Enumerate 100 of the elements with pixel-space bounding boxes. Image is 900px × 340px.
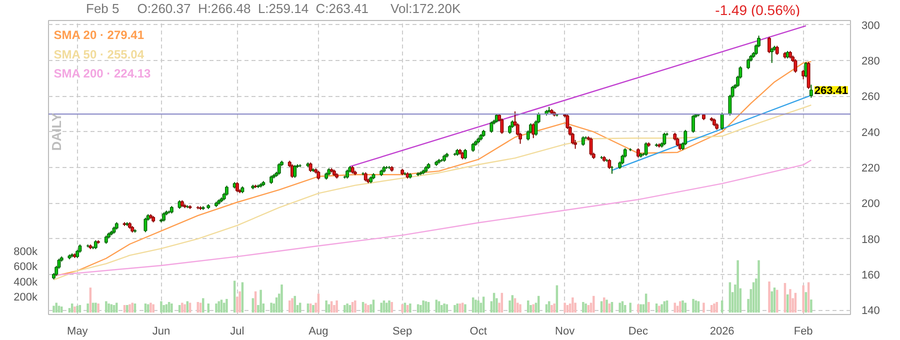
bar: [702, 302, 705, 313]
bar: [637, 304, 640, 313]
bar: [404, 302, 406, 313]
bar: [181, 302, 184, 313]
bar: [55, 302, 58, 313]
bar: [260, 290, 262, 313]
x-tick-label: Feb: [794, 326, 813, 338]
bar: [456, 304, 458, 313]
bar: [215, 304, 218, 313]
bar: [291, 298, 294, 313]
candlestick: [644, 142, 648, 156]
x-tick-label: Nov: [555, 326, 576, 338]
text: Vol:172.20K: [390, 0, 461, 18]
bar: [716, 302, 718, 313]
bar: [684, 302, 686, 313]
bar: [629, 302, 632, 313]
bar: [679, 301, 682, 313]
bar: [592, 296, 595, 313]
bar: [152, 304, 154, 313]
text: -1.49 (0.56%): [715, 1, 800, 20]
candlestick: [720, 112, 724, 130]
y2-tick-label: 800k: [14, 246, 38, 258]
bar: [280, 284, 283, 313]
y-tick-label: 200: [862, 198, 880, 210]
bar: [511, 295, 514, 313]
bar: [199, 302, 202, 313]
candlestick: [684, 129, 688, 146]
candlestick: [225, 185, 228, 196]
bar: [131, 302, 134, 313]
bar: [435, 300, 438, 313]
bar: [424, 301, 428, 313]
bar: [804, 292, 808, 313]
x-tick-label: Dec: [628, 326, 648, 338]
candlestick: [581, 136, 585, 146]
bar: [514, 298, 516, 313]
bar: [220, 300, 223, 313]
x-tick-label: Sep: [392, 326, 412, 338]
bar: [606, 300, 608, 313]
bar: [76, 306, 78, 313]
bar: [409, 304, 412, 313]
line-series: [53, 104, 812, 280]
bar: [233, 280, 236, 313]
text: O:260.37 H:266.48 L:259.14 C:263.41: [137, 0, 369, 18]
candlestick: [277, 162, 281, 176]
bar: [86, 304, 89, 313]
bar: [618, 302, 621, 313]
bar: [789, 289, 792, 313]
bar: [202, 298, 204, 313]
bar: [226, 298, 228, 313]
bar: [401, 304, 404, 313]
bar: [325, 300, 328, 313]
x-tick-label: Jun: [152, 326, 170, 338]
bar: [713, 304, 716, 313]
bar: [346, 304, 348, 313]
bar: [330, 301, 333, 313]
line-series: [53, 61, 812, 277]
bar: [184, 304, 186, 313]
candlestick: [490, 121, 494, 134]
bar: [438, 301, 440, 313]
bar: [92, 302, 94, 313]
bar: [474, 300, 477, 313]
bar: [52, 306, 55, 313]
bar: [692, 298, 694, 313]
bar: [648, 302, 650, 313]
bar: [758, 260, 760, 313]
bar: [548, 301, 550, 313]
x-tick-label: 2026: [710, 326, 734, 338]
bar: [674, 302, 676, 313]
candlestick: [662, 132, 666, 146]
y-tick-label: 140: [862, 305, 880, 318]
candlestick: [746, 58, 750, 70]
bar: [422, 300, 424, 313]
bar: [186, 301, 189, 313]
candlestick: [809, 84, 813, 98]
bar: [584, 304, 587, 313]
bar: [344, 305, 346, 313]
bar: [312, 305, 314, 313]
y2-tick-label: 600k: [14, 261, 38, 274]
bar: [116, 302, 118, 313]
bar: [188, 302, 192, 313]
text: Feb 5: [86, 0, 120, 18]
bar: [97, 304, 100, 313]
bar: [380, 302, 382, 313]
bar: [440, 305, 443, 313]
bar: [600, 301, 603, 313]
text: SMA 50 · 255.04: [54, 47, 144, 62]
bar: [252, 298, 254, 313]
candlestick: [692, 114, 695, 134]
bar: [218, 301, 220, 313]
bar: [621, 301, 624, 313]
bar: [390, 302, 393, 313]
bar: [150, 302, 152, 313]
bar: [682, 300, 684, 313]
bar: [802, 285, 804, 313]
bar: [74, 306, 76, 313]
bar: [89, 288, 92, 313]
bar: [108, 304, 110, 313]
text: SMA 200 · 224.13: [54, 66, 152, 80]
bar: [572, 297, 574, 313]
y-tick-label: 240: [862, 126, 880, 139]
